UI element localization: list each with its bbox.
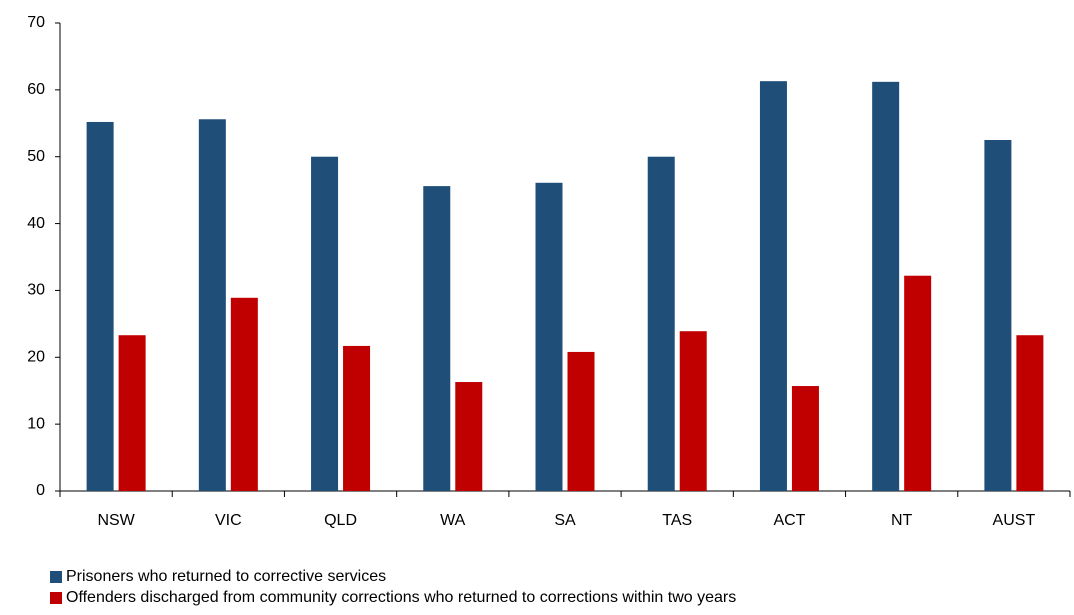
y-tick-label: 30 bbox=[27, 282, 45, 299]
y-tick-label: 60 bbox=[27, 81, 45, 98]
x-tick-label: NSW bbox=[97, 512, 135, 529]
bar bbox=[872, 81, 900, 491]
bar bbox=[118, 335, 146, 491]
bar bbox=[791, 386, 819, 491]
y-tick-label: 50 bbox=[27, 148, 45, 165]
bar bbox=[984, 140, 1012, 491]
x-tick-label: TAS bbox=[662, 512, 692, 529]
bar bbox=[423, 186, 451, 492]
legend-swatch bbox=[50, 571, 62, 583]
x-tick-label: ACT bbox=[773, 512, 805, 529]
bar bbox=[311, 156, 339, 491]
bar bbox=[679, 331, 707, 491]
bar bbox=[904, 275, 932, 491]
y-tick-label: 0 bbox=[36, 482, 45, 499]
bar bbox=[343, 345, 371, 491]
bar bbox=[86, 121, 114, 491]
y-tick-label: 70 bbox=[27, 14, 45, 31]
bar bbox=[455, 382, 483, 491]
bar bbox=[647, 156, 675, 491]
legend-label: Offenders discharged from community corr… bbox=[66, 589, 736, 606]
bar bbox=[759, 81, 787, 491]
x-tick-label: AUST bbox=[993, 512, 1036, 529]
bar bbox=[230, 297, 258, 491]
x-tick-label: SA bbox=[554, 512, 576, 529]
y-tick-label: 10 bbox=[27, 415, 45, 432]
x-tick-label: QLD bbox=[324, 512, 357, 529]
y-tick-label: 20 bbox=[27, 349, 45, 366]
bar bbox=[535, 182, 563, 491]
bar bbox=[198, 119, 226, 491]
x-tick-label: WA bbox=[440, 512, 466, 529]
bar bbox=[1016, 335, 1044, 491]
x-tick-label: VIC bbox=[215, 512, 242, 529]
y-tick-label: 40 bbox=[27, 215, 45, 232]
bar bbox=[567, 351, 595, 491]
legend-label: Prisoners who returned to corrective ser… bbox=[66, 568, 386, 585]
legend-swatch bbox=[50, 592, 62, 604]
x-tick-label: NT bbox=[891, 512, 913, 529]
